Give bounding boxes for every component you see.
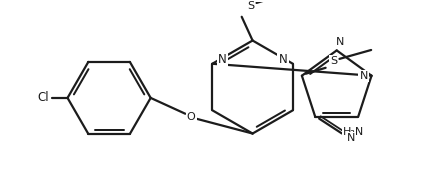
Text: H₂N: H₂N <box>342 128 363 137</box>
Text: N: N <box>217 53 226 66</box>
Text: S: S <box>329 56 336 66</box>
Text: N: N <box>346 133 354 143</box>
Text: N: N <box>278 53 287 66</box>
Text: O: O <box>187 112 195 122</box>
Text: S: S <box>247 1 253 11</box>
Text: N: N <box>359 71 367 81</box>
Text: N: N <box>335 38 343 47</box>
Text: Cl: Cl <box>37 91 49 104</box>
